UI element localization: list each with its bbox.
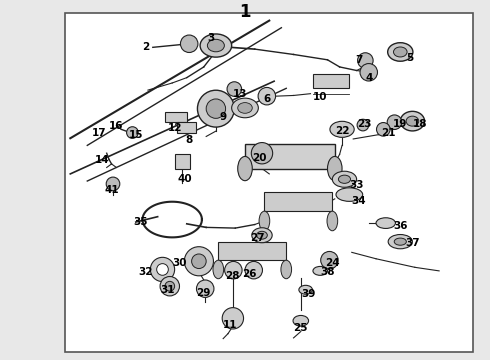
Ellipse shape bbox=[394, 238, 406, 245]
Text: 3: 3 bbox=[207, 33, 215, 44]
Text: 22: 22 bbox=[335, 126, 349, 136]
Text: 33: 33 bbox=[349, 180, 364, 190]
Text: 36: 36 bbox=[393, 221, 408, 231]
Ellipse shape bbox=[299, 285, 313, 294]
Circle shape bbox=[197, 90, 234, 127]
Text: 21: 21 bbox=[381, 128, 395, 138]
Text: 11: 11 bbox=[223, 320, 238, 330]
Circle shape bbox=[196, 280, 214, 297]
Ellipse shape bbox=[336, 188, 363, 201]
Text: 24: 24 bbox=[325, 258, 340, 268]
Ellipse shape bbox=[259, 211, 270, 231]
Text: 19: 19 bbox=[393, 119, 408, 129]
Text: 37: 37 bbox=[405, 238, 420, 248]
Ellipse shape bbox=[213, 260, 223, 279]
Text: 32: 32 bbox=[138, 267, 153, 277]
Ellipse shape bbox=[207, 39, 224, 52]
Circle shape bbox=[184, 247, 214, 276]
Text: 2: 2 bbox=[142, 42, 149, 52]
Circle shape bbox=[192, 254, 206, 269]
Text: 41: 41 bbox=[104, 185, 119, 195]
Circle shape bbox=[245, 261, 263, 279]
Text: 6: 6 bbox=[263, 94, 270, 104]
Ellipse shape bbox=[293, 315, 309, 326]
Text: 14: 14 bbox=[95, 155, 109, 165]
Circle shape bbox=[206, 99, 225, 118]
Circle shape bbox=[157, 264, 169, 275]
Ellipse shape bbox=[238, 103, 252, 113]
Text: 30: 30 bbox=[172, 258, 187, 268]
Bar bbox=[177, 122, 196, 133]
Ellipse shape bbox=[327, 211, 338, 231]
Text: 20: 20 bbox=[252, 153, 267, 163]
Circle shape bbox=[360, 64, 377, 81]
Ellipse shape bbox=[281, 260, 292, 279]
Circle shape bbox=[357, 119, 369, 131]
Text: 39: 39 bbox=[301, 289, 315, 300]
Ellipse shape bbox=[393, 47, 407, 57]
Circle shape bbox=[258, 87, 275, 105]
Circle shape bbox=[227, 82, 242, 96]
Circle shape bbox=[387, 115, 402, 130]
Ellipse shape bbox=[238, 157, 252, 181]
Ellipse shape bbox=[406, 116, 419, 126]
Text: 34: 34 bbox=[352, 195, 367, 206]
Text: 27: 27 bbox=[250, 233, 265, 243]
Text: 29: 29 bbox=[196, 288, 211, 298]
Circle shape bbox=[180, 35, 198, 53]
Bar bbox=[174, 154, 190, 168]
Bar bbox=[219, 242, 286, 260]
Ellipse shape bbox=[400, 111, 424, 131]
Ellipse shape bbox=[327, 157, 342, 181]
Bar bbox=[66, 13, 473, 352]
Bar bbox=[165, 112, 187, 122]
Ellipse shape bbox=[388, 43, 413, 61]
Text: 26: 26 bbox=[243, 269, 257, 279]
Ellipse shape bbox=[257, 231, 268, 239]
Text: 1: 1 bbox=[239, 3, 251, 21]
Text: 40: 40 bbox=[177, 174, 192, 184]
Text: 28: 28 bbox=[225, 270, 240, 280]
Bar bbox=[245, 144, 335, 168]
Ellipse shape bbox=[339, 175, 350, 183]
Circle shape bbox=[106, 177, 120, 191]
Circle shape bbox=[358, 53, 373, 68]
Text: 23: 23 bbox=[357, 119, 371, 129]
Ellipse shape bbox=[252, 228, 272, 243]
Text: 4: 4 bbox=[365, 73, 372, 83]
Circle shape bbox=[224, 261, 242, 279]
Text: 5: 5 bbox=[406, 53, 414, 63]
Text: 18: 18 bbox=[413, 119, 427, 129]
Ellipse shape bbox=[200, 34, 232, 57]
Text: 17: 17 bbox=[92, 128, 107, 138]
Ellipse shape bbox=[376, 218, 395, 229]
Bar bbox=[313, 74, 349, 87]
Text: 13: 13 bbox=[233, 89, 247, 99]
Ellipse shape bbox=[313, 266, 327, 275]
Circle shape bbox=[160, 276, 179, 296]
Text: 7: 7 bbox=[355, 55, 363, 65]
Ellipse shape bbox=[332, 171, 357, 187]
Circle shape bbox=[321, 251, 338, 269]
Text: 9: 9 bbox=[220, 112, 227, 122]
Ellipse shape bbox=[330, 121, 354, 138]
Text: 15: 15 bbox=[128, 130, 143, 140]
Text: 8: 8 bbox=[186, 135, 193, 145]
Text: 25: 25 bbox=[294, 323, 308, 333]
Circle shape bbox=[376, 122, 390, 136]
Circle shape bbox=[165, 282, 174, 291]
Text: 12: 12 bbox=[168, 122, 182, 132]
Text: 38: 38 bbox=[320, 267, 335, 277]
Circle shape bbox=[251, 143, 272, 164]
Circle shape bbox=[222, 308, 244, 329]
Text: 31: 31 bbox=[160, 285, 174, 295]
Circle shape bbox=[150, 257, 174, 282]
Text: 10: 10 bbox=[313, 92, 327, 102]
Circle shape bbox=[126, 127, 138, 138]
Bar bbox=[265, 192, 332, 211]
Ellipse shape bbox=[388, 234, 413, 249]
Text: 16: 16 bbox=[109, 121, 123, 131]
Text: 35: 35 bbox=[133, 217, 148, 227]
Ellipse shape bbox=[232, 98, 258, 118]
